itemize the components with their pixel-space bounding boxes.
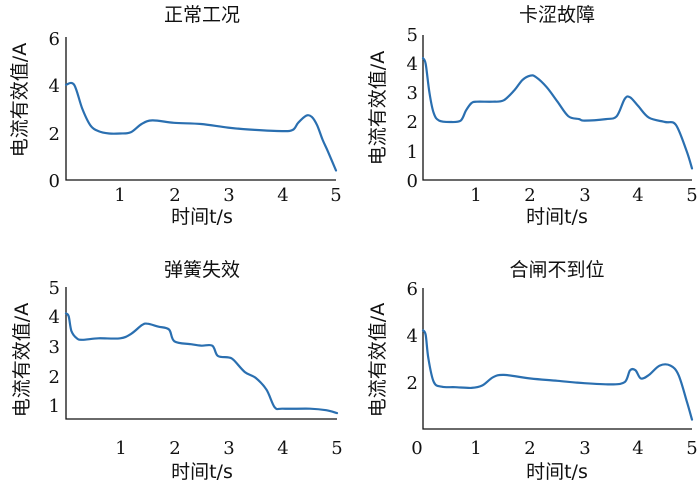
panel-title: 卡涩故障 (519, 4, 595, 26)
x-axis-label: 时间t/s (171, 206, 233, 228)
axis-lines (65, 37, 336, 181)
panel-normal: 正常工况 时间t/s 电流有效值/A 1 2 3 4 5 0 2 4 6 (9, 4, 342, 228)
plot-area (64, 37, 338, 181)
panel-title: 合闸不到位 (509, 259, 604, 281)
y-tick-label: 1 (49, 396, 60, 417)
x-tick-label: 4 (277, 438, 288, 459)
x-tick-label: 4 (632, 438, 643, 459)
y-tick-label: 1 (407, 142, 418, 163)
x-tick-label: 1 (115, 438, 126, 459)
x-tick-label: 3 (223, 438, 234, 459)
y-tick-label: 2 (407, 373, 418, 394)
y-tick-label: 3 (49, 337, 60, 358)
y-tick-label: 4 (49, 76, 60, 97)
x-tick-label: 1 (470, 438, 481, 459)
plot-area (421, 35, 694, 181)
panel-jam-fault: 卡涩故障 时间t/s 电流有效值/A 1 2 3 4 5 0 1 2 3 4 5 (367, 4, 698, 228)
y-tick-label: 4 (49, 307, 60, 328)
x-tick-label: 5 (686, 438, 697, 459)
x-tick-label: 1 (470, 185, 481, 206)
x-tick-label: 5 (331, 438, 342, 459)
plot-area (64, 287, 339, 420)
panel-spring-failure: 弹簧失效 时间t/s 电流有效值/A 1 2 3 4 5 1 2 3 4 5 (11, 259, 343, 483)
x-tick-label: 2 (169, 438, 180, 459)
y-axis-label: 电流有效值/A (367, 51, 389, 165)
x-axis-label: 时间t/s (526, 206, 588, 228)
x-tick-label: 2 (169, 185, 180, 206)
x-tick-label: 4 (277, 185, 288, 206)
axis-lines (422, 35, 692, 181)
series-line (64, 81, 338, 172)
x-tick-label: 2 (524, 438, 535, 459)
panel-title: 正常工况 (164, 4, 240, 26)
y-tick-label: 6 (49, 29, 60, 50)
x-tick-label: 0 (411, 438, 422, 459)
x-tick-label: 5 (330, 185, 341, 206)
y-tick-label: 4 (407, 326, 418, 347)
axis-lines (422, 288, 692, 430)
panel-incomplete-closing: 合闸不到位 时间t/s 电流有效值/A 0 1 2 3 4 5 2 4 6 (367, 259, 698, 483)
y-axis-label: 电流有效值/A (367, 303, 389, 417)
panel-title: 弹簧失效 (164, 259, 240, 281)
y-tick-label: 2 (407, 112, 418, 133)
series-line (64, 312, 339, 415)
y-tick-label: 3 (407, 83, 418, 104)
tick-labels: 0 1 2 3 4 5 2 4 6 (407, 279, 698, 459)
y-tick-label: 0 (407, 171, 418, 192)
tick-labels: 1 2 3 4 5 0 1 2 3 4 5 (407, 25, 698, 206)
x-tick-label: 1 (114, 185, 125, 206)
series-line (421, 57, 694, 170)
y-tick-label: 5 (49, 278, 60, 299)
x-tick-label: 3 (223, 185, 234, 206)
y-axis-label: 电流有效值/A (11, 303, 33, 417)
y-tick-label: 5 (407, 25, 418, 46)
y-tick-label: 2 (49, 367, 60, 388)
x-tick-label: 3 (579, 185, 590, 206)
tick-labels: 1 2 3 4 5 0 2 4 6 (49, 29, 342, 206)
x-tick-label: 4 (632, 185, 643, 206)
axis-lines (65, 287, 337, 420)
plot-area (421, 288, 694, 430)
tick-labels: 1 2 3 4 5 1 2 3 4 5 (49, 278, 343, 459)
x-tick-label: 5 (686, 185, 697, 206)
y-tick-label: 2 (49, 124, 60, 145)
x-tick-label: 3 (579, 438, 590, 459)
x-axis-label: 时间t/s (526, 461, 588, 483)
x-tick-label: 2 (524, 185, 535, 206)
series-line (421, 329, 694, 421)
y-axis-label: 电流有效值/A (9, 43, 31, 157)
y-tick-label: 4 (407, 54, 418, 75)
y-tick-label: 6 (407, 279, 418, 300)
y-tick-label: 0 (49, 171, 60, 192)
x-axis-label: 时间t/s (171, 461, 233, 483)
